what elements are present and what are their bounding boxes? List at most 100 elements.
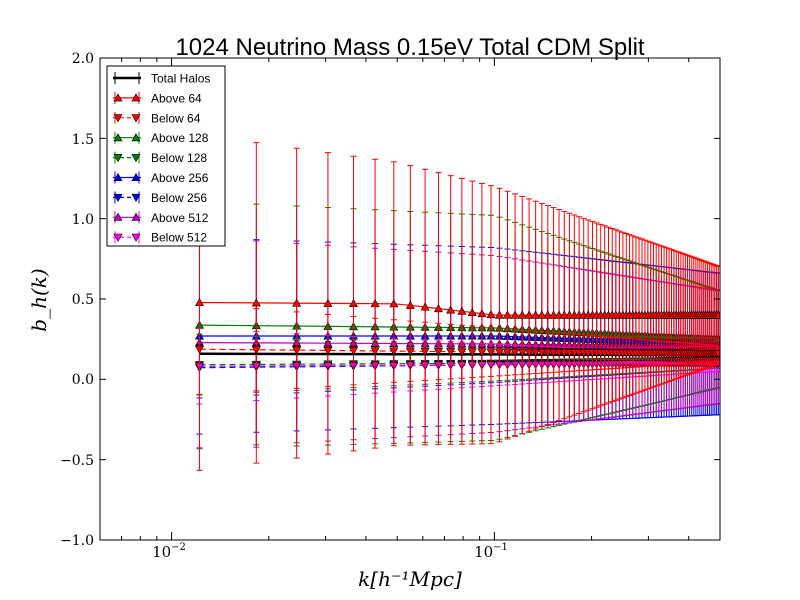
data-marker [446, 348, 456, 357]
legend-label: Below 256 [151, 191, 207, 205]
y-tick-label: 0.0 [72, 372, 94, 388]
legend-label: Below 64 [151, 111, 201, 125]
y-tick-label: −0.5 [60, 453, 94, 469]
data-marker [457, 348, 467, 357]
x-tick-base: 10 [152, 543, 171, 561]
y-tick-label: 1.5 [72, 132, 94, 148]
y-tick-label: 0.5 [72, 292, 94, 308]
data-marker [433, 303, 443, 313]
legend-entry: Below 64 [113, 111, 201, 125]
data-marker [446, 305, 456, 314]
legend-entry: Above 512 [113, 211, 209, 225]
data-marker [433, 347, 443, 357]
legend-label: Above 64 [151, 91, 202, 105]
legend-entry: Below 512 [113, 231, 207, 245]
legend-box [106, 65, 226, 247]
x-tick-exponent: −2 [171, 542, 186, 553]
legend-entries: Total Halos Above 64 Below 64 Above 128 Belo… [113, 72, 210, 245]
data-marker [405, 300, 415, 309]
data-marker [389, 299, 399, 308]
legend-marker [131, 233, 141, 242]
legend-marker [113, 154, 123, 163]
legend-marker [131, 114, 141, 123]
x-tick-label: 10−1 [474, 542, 508, 561]
data-marker [502, 348, 513, 357]
plot-series-group [194, 134, 720, 471]
data-marker [517, 348, 527, 357]
legend-marker [113, 93, 123, 102]
data-marker [457, 306, 467, 315]
y-tick-label: 1.0 [72, 212, 94, 228]
legend-marker [113, 133, 123, 142]
data-marker [292, 298, 302, 307]
legend-label: Above 512 [151, 211, 209, 225]
data-marker [537, 310, 547, 319]
data-marker [524, 310, 534, 319]
data-marker [251, 346, 261, 355]
data-marker [420, 347, 430, 356]
data-marker [524, 348, 534, 357]
data-marker [486, 348, 496, 357]
y-tick-label: 2.0 [72, 51, 94, 67]
data-marker [531, 348, 541, 357]
data-marker [510, 348, 520, 357]
x-tick-labels: 10−2 10−1 [152, 542, 508, 561]
data-marker [543, 348, 553, 358]
data-marker [405, 347, 415, 356]
legend-marker [131, 133, 141, 142]
legend-label: Below 128 [151, 151, 207, 165]
data-marker [467, 307, 477, 317]
legend-marker [113, 114, 123, 123]
data-marker [348, 298, 358, 308]
legend-entry: Below 128 [113, 151, 207, 165]
x-tick-label: 10−2 [152, 542, 186, 561]
data-marker [494, 310, 504, 319]
y-axis-label: b_h(k) [27, 268, 51, 331]
legend-entry: Total Halos [113, 72, 210, 86]
plot-area [194, 134, 720, 471]
y-tick-label: −1.0 [60, 533, 94, 549]
series-below-64 [194, 303, 720, 395]
legend-marker [131, 154, 141, 163]
data-marker [486, 310, 496, 319]
legend-label: Above 128 [151, 131, 209, 145]
legend-marker [113, 172, 123, 181]
x-tick-exponent: −1 [493, 542, 508, 553]
legend-marker [131, 212, 141, 221]
data-marker [420, 302, 430, 311]
data-marker [510, 310, 520, 319]
data-marker [323, 346, 333, 356]
data-marker [348, 347, 358, 356]
data-marker [713, 350, 720, 359]
data-marker [502, 310, 513, 319]
data-marker [389, 347, 399, 356]
legend-entry: Below 256 [113, 191, 207, 205]
data-marker [194, 345, 204, 354]
legend-marker [131, 193, 141, 203]
data-marker [323, 298, 333, 307]
data-marker [251, 298, 261, 307]
legend-marker [131, 93, 141, 102]
data-marker [467, 348, 477, 357]
legend-entry: Above 256 [113, 171, 209, 185]
legend-label: Above 256 [151, 171, 209, 185]
data-marker [370, 299, 380, 308]
series-above-64 [194, 134, 720, 471]
legend-entry: Above 64 [113, 91, 202, 105]
data-marker [517, 310, 527, 319]
data-marker [477, 309, 487, 318]
x-axis-label: k[h⁻¹Mpc] [358, 567, 462, 591]
data-marker [370, 347, 380, 356]
data-marker [543, 310, 553, 319]
data-marker [537, 348, 547, 357]
chart-title: 1024 Neutrino Mass 0.15eV Total CDM Spli… [175, 34, 644, 61]
data-marker [531, 310, 541, 319]
legend-marker [113, 233, 123, 242]
data-marker [549, 310, 559, 319]
data-marker [713, 310, 720, 319]
legend-marker [113, 212, 123, 221]
legend-marker [113, 193, 123, 203]
y-tick-labels: −1.0 −0.5 0.0 0.5 1.0 1.5 2.0 [60, 51, 94, 549]
legend-entry: Above 128 [113, 131, 209, 145]
